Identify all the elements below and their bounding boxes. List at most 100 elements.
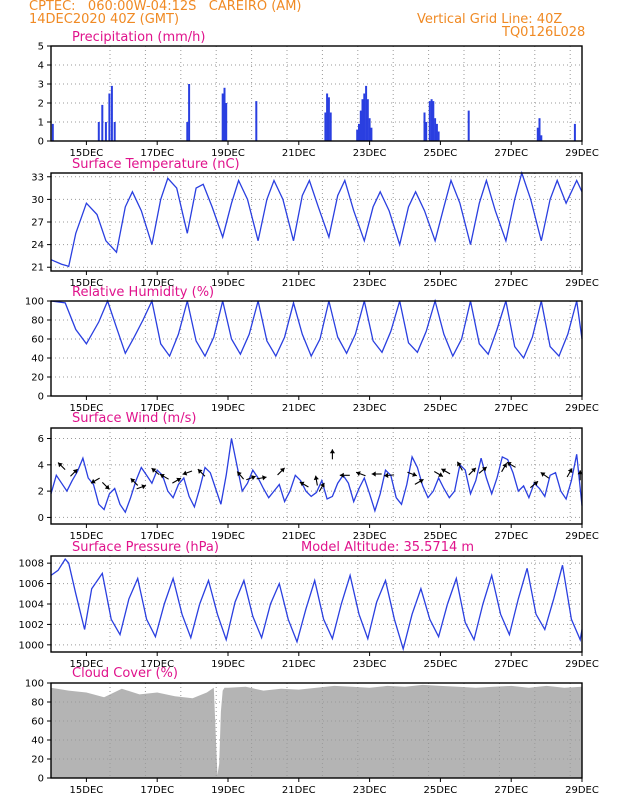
wind-arrow [540,471,550,479]
y-tick-label: 33 [31,172,44,183]
wind-arrow [468,467,477,476]
precip-bar [326,93,329,141]
wind-arrow [355,471,366,477]
panel-title-cloud: Cloud Cover (%) [72,666,178,681]
x-tick-label: 21DEC [282,531,316,542]
precip-bar [538,118,541,141]
precip-bar [359,110,362,141]
precip-bar [434,118,437,141]
x-tick-label: 19DEC [211,148,245,159]
x-tick-label: 19DEC [211,531,245,542]
y-tick-label: 60 [31,717,44,728]
x-tick-label: 21DEC [282,278,316,289]
precip-bar [540,135,543,141]
precip-bar [423,112,426,141]
y-tick-label: 80 [31,698,44,709]
wind-arrow [136,484,147,490]
humidity-line [50,298,583,360]
y-tick-label: 1 [38,118,44,129]
cloud-cover-area [51,684,582,778]
wind-arrow [371,471,382,477]
wind-arrow [70,468,78,477]
precip-bar [425,122,428,141]
x-tick-label: 17DEC [140,531,174,542]
y-tick-label: 1006 [19,579,44,590]
panel-pressure: 1000 1002 1004 1006 1008 15DEC 17DEC 19DEC 21DEC… [19,540,599,670]
wind-arrow [197,468,206,477]
y-tick-label: 20 [31,373,44,384]
precip-bar [370,127,373,141]
precip-bar [437,131,440,141]
temperature-line [50,170,583,268]
y-tick-label: 3 [38,80,44,91]
y-tick-label: 27 [31,218,44,229]
y-tick-label: 1002 [19,620,44,631]
panel-frame [50,427,583,525]
y-tick-label: 6 [38,434,44,445]
wind-arrow [501,462,508,473]
wind-arrow [456,461,463,471]
x-tick-label: 23DEC [353,148,387,159]
panel-precip: 0 1 2 3 4 5 15DEC 17DEC 19DEC 21DEC 23DEC 25DEC 27DE… [38,30,599,159]
wind-arrow [566,468,573,478]
precip-bar [573,123,576,141]
x-tick-label: 29DEC [565,278,599,289]
y-tick-label: 0 [38,392,44,403]
wind-arrow [130,477,139,486]
x-tick-label: 25DEC [424,659,458,670]
wind-arrow [478,466,488,474]
precip-bar [366,99,369,141]
precip-bar [327,97,330,141]
x-tick-label: 19DEC [211,403,245,414]
x-tick-label: 29DEC [565,403,599,414]
y-tick-label: 1008 [19,559,44,570]
wind-arrow [384,472,395,478]
precip-bar [324,112,327,141]
x-tick-label: 19DEC [211,278,245,289]
wind-arrow [246,475,256,481]
wind-arrow [151,467,160,476]
panel-humidity: 0 20 40 60 80 100 15DEC 17DEC 19DEC 21DEC 23DEC 25D… [25,285,599,414]
panel-temperature: 21 24 27 30 33 15DEC 17DEC 19DEC 21DEC 23DEC 25DEC… [31,157,599,289]
precip-bar [363,93,366,141]
precip-bar [428,101,431,141]
wind-arrow [277,467,286,476]
x-tick-label: 21DEC [282,785,316,796]
wind-arrow [339,472,350,478]
wind-arrow [313,475,319,486]
panel-frame [50,300,583,397]
x-tick-label: 29DEC [565,148,599,159]
vertical-grid-note: Vertical Grid Line: 40Z [417,12,563,27]
y-tick-label: 5 [38,42,44,53]
y-tick-label: 4 [38,460,44,471]
panel-title-pressure: Surface Pressure (hPa) [72,540,219,555]
x-tick-label: 15DEC [70,148,104,159]
y-tick-label: 1000 [19,640,44,651]
y-tick-label: 100 [25,679,44,690]
x-tick-label: 17DEC [140,659,174,670]
wind-arrow [90,477,100,484]
x-tick-label: 15DEC [70,278,104,289]
panel-title-wind: Surface Wind (m/s) [72,411,196,426]
x-tick-label: 27DEC [494,148,528,159]
x-tick-label: 15DEC [70,785,104,796]
precip-bar [435,123,438,141]
panel-title-precip: Precipitation (mm/h) [72,30,205,45]
precip-bar [255,101,258,141]
precip-bar [104,122,107,141]
x-tick-label: 27DEC [494,659,528,670]
precip-bar [329,112,332,141]
y-tick-label: 2 [38,99,44,110]
x-tick-label: 25DEC [424,278,458,289]
wind-arrow [159,473,169,480]
precip-bar [108,93,111,141]
wind-arrow [256,475,267,481]
panel-frame [50,555,583,653]
precip-bar [368,118,371,141]
precip-bar [188,84,191,141]
y-tick-label: 40 [31,354,44,365]
y-tick-label: 2 [38,487,44,498]
pressure-line [50,558,583,652]
y-tick-label: 40 [31,736,44,747]
x-tick-label: 25DEC [424,148,458,159]
